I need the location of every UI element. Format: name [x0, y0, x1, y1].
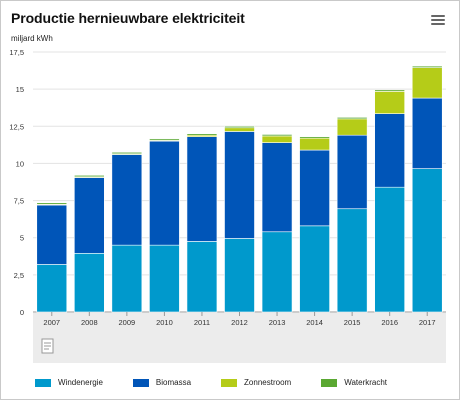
bar-segment-biomassa: [336, 134, 368, 210]
bar-segment-waterkracht: [36, 202, 68, 205]
bar-segment-zonnestroom: [374, 91, 405, 114]
x-tick-label: 2012: [231, 318, 248, 327]
bar-segment-waterkracht: [111, 151, 143, 155]
bar-segment-zonnestroom: [299, 137, 330, 151]
bar-segment-waterkracht: [299, 136, 330, 139]
bar-segment-windenergie: [111, 244, 143, 313]
legend-swatch: [321, 378, 338, 387]
legend-swatch: [35, 378, 51, 387]
legend-item-biomassa[interactable]: Biomassa: [132, 378, 192, 387]
bar-segment-biomassa: [261, 142, 293, 233]
hamburger-menu-icon[interactable]: [431, 15, 445, 27]
chart-legend: Windenergie Biomassa Zonnestroom Waterkrach…: [35, 378, 417, 387]
bar-segment-windenergie: [149, 244, 180, 313]
bar-segment-windenergie: [36, 264, 68, 313]
bar-segment-waterkracht: [224, 125, 255, 129]
bar-segment-biomassa: [224, 131, 255, 239]
legend-swatch: [132, 378, 149, 387]
x-tick-label: 2009: [119, 318, 136, 327]
y-tick-label: 10: [16, 159, 24, 168]
bar-segment-biomassa: [411, 97, 443, 169]
bar-segment-biomassa: [186, 136, 218, 242]
bar-segment-waterkracht: [149, 138, 180, 141]
bar-segment-biomassa: [36, 204, 68, 265]
legend-label: Zonnestroom: [244, 378, 292, 387]
bar-segment-windenergie: [74, 253, 105, 313]
legend-label: Biomassa: [155, 378, 192, 387]
bar-segment-windenergie: [411, 168, 443, 313]
legend-label: Waterkracht: [344, 378, 388, 387]
bar-segment-waterkracht: [261, 134, 293, 137]
legend-item-windenergie[interactable]: Windenergie: [35, 378, 103, 387]
bar-segment-windenergie: [186, 241, 218, 313]
y-tick-label: 12,5: [9, 122, 24, 131]
document-export-icon[interactable]: [41, 338, 55, 354]
bar-segment-zonnestroom: [336, 118, 368, 136]
bar-segment-windenergie: [299, 225, 330, 313]
x-tick-label: 2014: [306, 318, 323, 327]
y-tick-label: 0: [20, 308, 24, 317]
bar-segment-biomassa: [111, 154, 143, 246]
bar-segment-zonnestroom: [224, 127, 255, 132]
legend-swatch: [221, 378, 238, 387]
y-tick-label: 7,5: [14, 197, 24, 206]
y-tick-label: 15: [16, 85, 24, 94]
x-tick-label: 2007: [43, 318, 60, 327]
bar-segment-zonnestroom: [411, 67, 443, 99]
legend-item-zonnestroom[interactable]: Zonnestroom: [221, 378, 291, 387]
x-tick-label: 2008: [81, 318, 98, 327]
legend-label: Windenergie: [58, 378, 103, 387]
bar-segment-waterkracht: [374, 89, 405, 92]
bar-segment-windenergie: [336, 208, 368, 313]
x-tick-label: 2017: [419, 318, 436, 327]
bar-segment-windenergie: [374, 186, 405, 313]
bar-segment-waterkracht: [336, 117, 368, 120]
x-tick-label: 2016: [381, 318, 398, 327]
x-axis-band: [33, 313, 446, 363]
bar-segment-waterkracht: [186, 133, 218, 136]
bar-segment-biomassa: [299, 149, 330, 227]
x-tick-label: 2015: [344, 318, 361, 327]
y-tick-label: 17,5: [9, 48, 24, 57]
bar-segment-waterkracht: [411, 65, 443, 68]
bar-segment-biomassa: [74, 177, 105, 254]
y-tick-label: 2,5: [14, 271, 24, 280]
chart-title: Productie hernieuwbare elektriciteit: [11, 10, 245, 26]
bar-segment-zonnestroom: [261, 135, 293, 143]
y-tick-label: 5: [20, 234, 24, 243]
legend-item-waterkracht[interactable]: Waterkracht: [321, 378, 387, 387]
x-tick-label: 2011: [194, 318, 210, 327]
x-tick-label: 2013: [269, 318, 286, 327]
bar-segment-biomassa: [149, 140, 180, 246]
y-axis-unit-label: miljard kWh: [11, 34, 53, 43]
bar-segment-windenergie: [224, 238, 255, 313]
x-tick-label: 2010: [156, 318, 173, 327]
bar-segment-windenergie: [261, 231, 293, 313]
bar-segment-biomassa: [374, 113, 405, 188]
bar-segment-waterkracht: [74, 175, 105, 178]
